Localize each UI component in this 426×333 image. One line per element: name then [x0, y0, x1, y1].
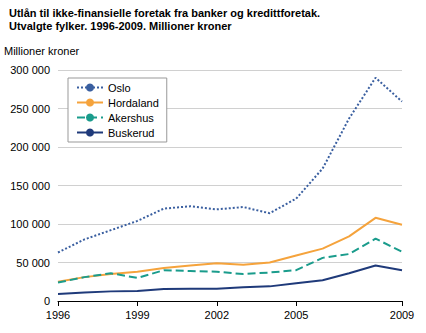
svg-text:Utvalgte fylker. 1996-2009. Mi: Utvalgte fylker. 1996-2009. Millioner kr…: [9, 20, 232, 32]
svg-text:200 000: 200 000: [10, 141, 50, 153]
svg-text:2002: 2002: [205, 309, 229, 321]
svg-text:150 000: 150 000: [10, 180, 50, 192]
svg-text:Oslo: Oslo: [108, 82, 131, 94]
svg-text:Millioner kroner: Millioner kroner: [4, 45, 80, 57]
svg-text:Akershus: Akershus: [108, 112, 154, 124]
svg-text:250 000: 250 000: [10, 103, 50, 115]
svg-text:50 000: 50 000: [16, 257, 50, 269]
svg-text:0: 0: [44, 295, 50, 307]
svg-text:300 000: 300 000: [10, 64, 50, 76]
svg-text:100 000: 100 000: [10, 218, 50, 230]
svg-text:Buskerud: Buskerud: [108, 127, 154, 139]
svg-text:Utlån til ikke-finansielle for: Utlån til ikke-finansielle foretak fra b…: [9, 7, 320, 19]
svg-text:Hordaland: Hordaland: [108, 97, 159, 109]
svg-text:1996: 1996: [46, 309, 70, 321]
svg-text:2005: 2005: [284, 309, 308, 321]
svg-text:2009: 2009: [390, 309, 414, 321]
svg-text:1999: 1999: [125, 309, 149, 321]
